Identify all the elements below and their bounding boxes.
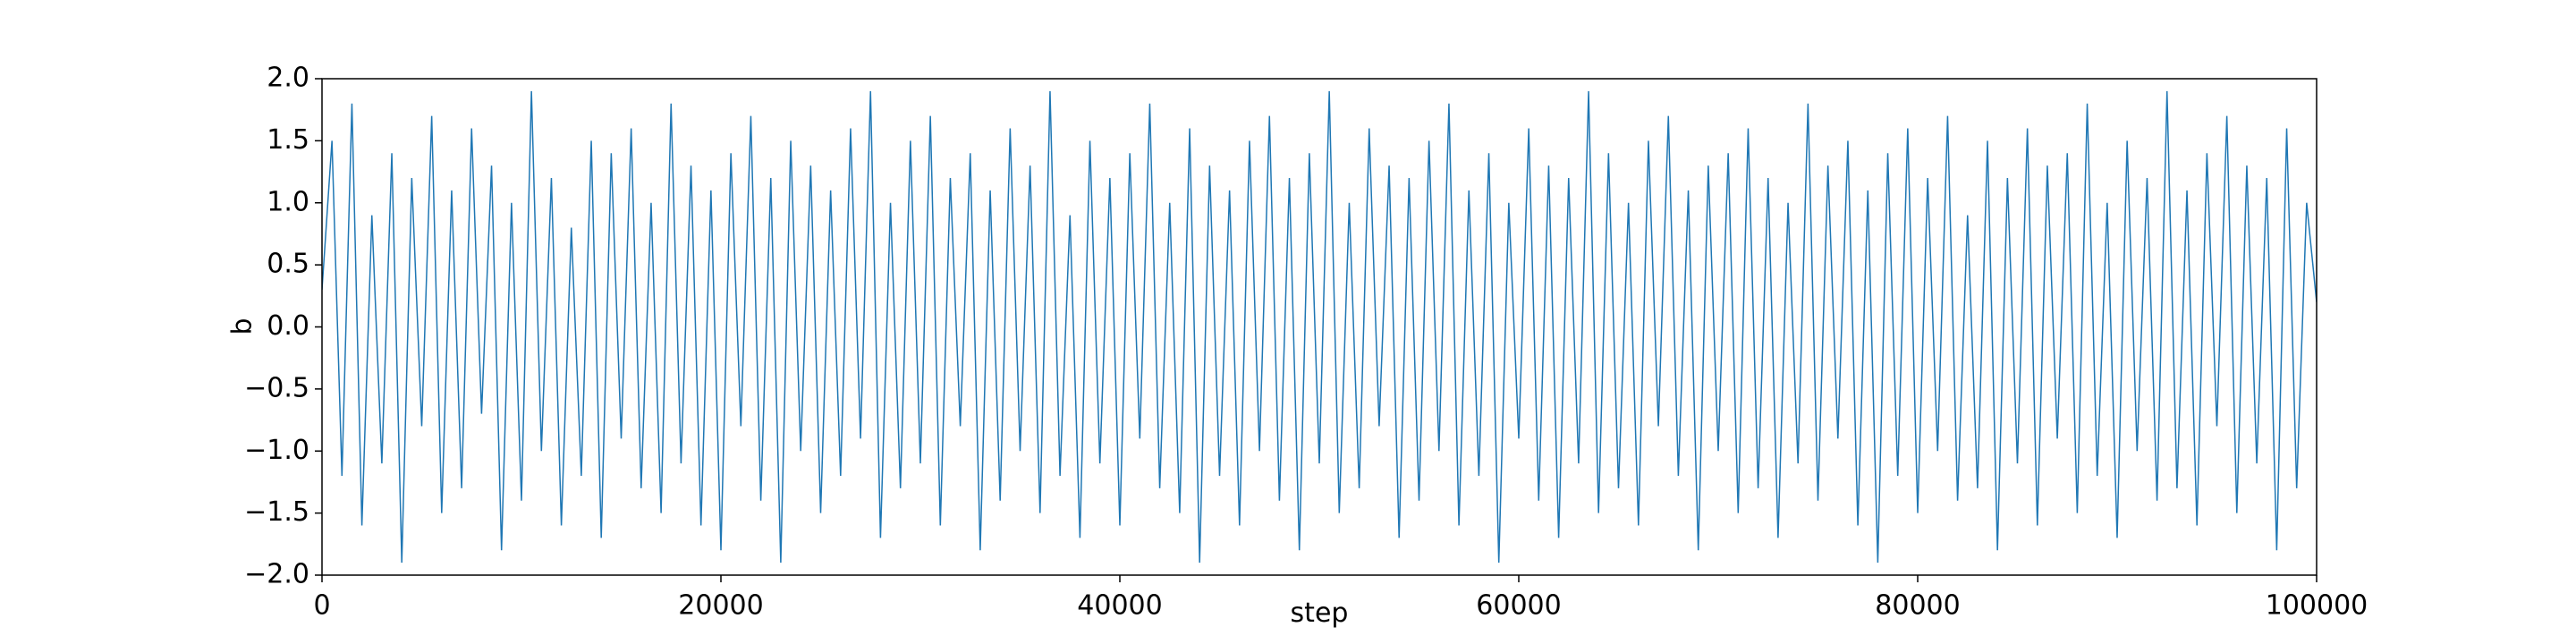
y-tick-label: −1.5 xyxy=(244,496,309,528)
y-tick-label: 2.0 xyxy=(267,63,309,94)
x-tick-label: 60000 xyxy=(1476,590,1561,622)
y-axis-label: b xyxy=(227,318,258,335)
y-tick-label: 0.0 xyxy=(267,310,309,342)
y-tick-label: −0.5 xyxy=(244,372,309,403)
plot-area xyxy=(322,90,2317,564)
y-tick-label: 1.5 xyxy=(267,124,309,156)
data-line xyxy=(322,90,2317,564)
x-tick-label: 0 xyxy=(313,590,330,622)
axes-frame xyxy=(321,78,2318,576)
x-tick-label: 100000 xyxy=(2266,590,2368,622)
y-tick-label: −2.0 xyxy=(244,559,309,590)
x-tick-label: 20000 xyxy=(678,590,763,622)
x-tick-label: 40000 xyxy=(1077,590,1162,622)
y-tick-label: −1.0 xyxy=(244,435,309,466)
y-tick-label: 1.0 xyxy=(267,186,309,217)
x-axis-label: step xyxy=(1291,597,1349,629)
x-tick-label: 80000 xyxy=(1875,590,1960,622)
y-tick-label: 0.5 xyxy=(267,249,309,280)
